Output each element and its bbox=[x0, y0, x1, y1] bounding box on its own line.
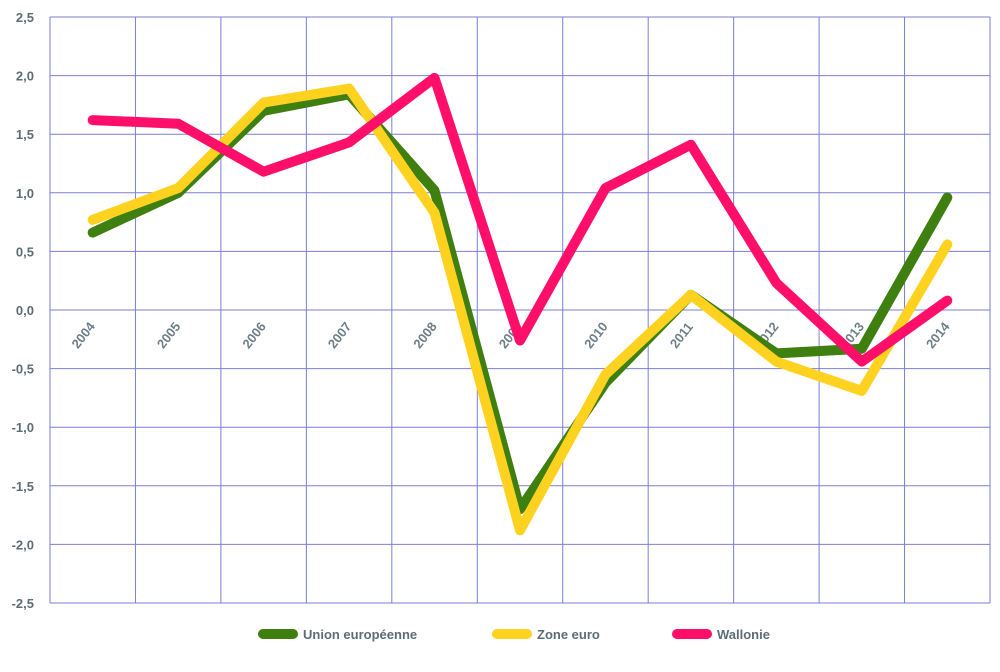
y-tick-label: 0,5 bbox=[16, 244, 34, 259]
legend-label: Wallonie bbox=[717, 627, 770, 642]
legend: Union européenne Zone euro Wallonie bbox=[258, 627, 770, 642]
x-tick-label: 2014 bbox=[923, 319, 953, 352]
y-tick-label: 0,0 bbox=[16, 303, 34, 318]
y-tick-label: 2,0 bbox=[16, 69, 34, 84]
y-axis-ticks: 2,5 2,0 1,5 1,0 0,5 0,0 -0,5 -1,0 -1,5 -2,0 -2,5 bbox=[12, 10, 34, 611]
y-tick-label: -1,5 bbox=[12, 479, 34, 494]
y-tick-label: 2,5 bbox=[16, 10, 34, 25]
x-tick-label: 2010 bbox=[581, 319, 611, 351]
x-tick-label: 2005 bbox=[154, 319, 184, 351]
y-tick-label: -2,5 bbox=[12, 596, 34, 611]
series-lines bbox=[87, 72, 953, 536]
y-tick-label: -1,0 bbox=[12, 420, 34, 435]
x-tick-label: 2008 bbox=[410, 319, 440, 351]
chart-grid bbox=[49, 16, 991, 604]
y-tick-label: -0,5 bbox=[12, 362, 34, 377]
x-tick-label: 2006 bbox=[239, 319, 269, 351]
legend-label: Union européenne bbox=[303, 627, 417, 642]
x-tick-label: 2011 bbox=[667, 319, 696, 350]
series-line-zone-euro bbox=[87, 83, 953, 536]
x-tick-label: 2004 bbox=[68, 319, 98, 352]
y-tick-label: -2,0 bbox=[12, 537, 34, 552]
x-tick-label: 2007 bbox=[325, 319, 355, 351]
y-tick-label: 1,0 bbox=[16, 186, 34, 201]
y-tick-label: 1,5 bbox=[16, 127, 34, 142]
legend-label: Zone euro bbox=[537, 627, 600, 642]
series-line-wallonie bbox=[87, 72, 953, 367]
